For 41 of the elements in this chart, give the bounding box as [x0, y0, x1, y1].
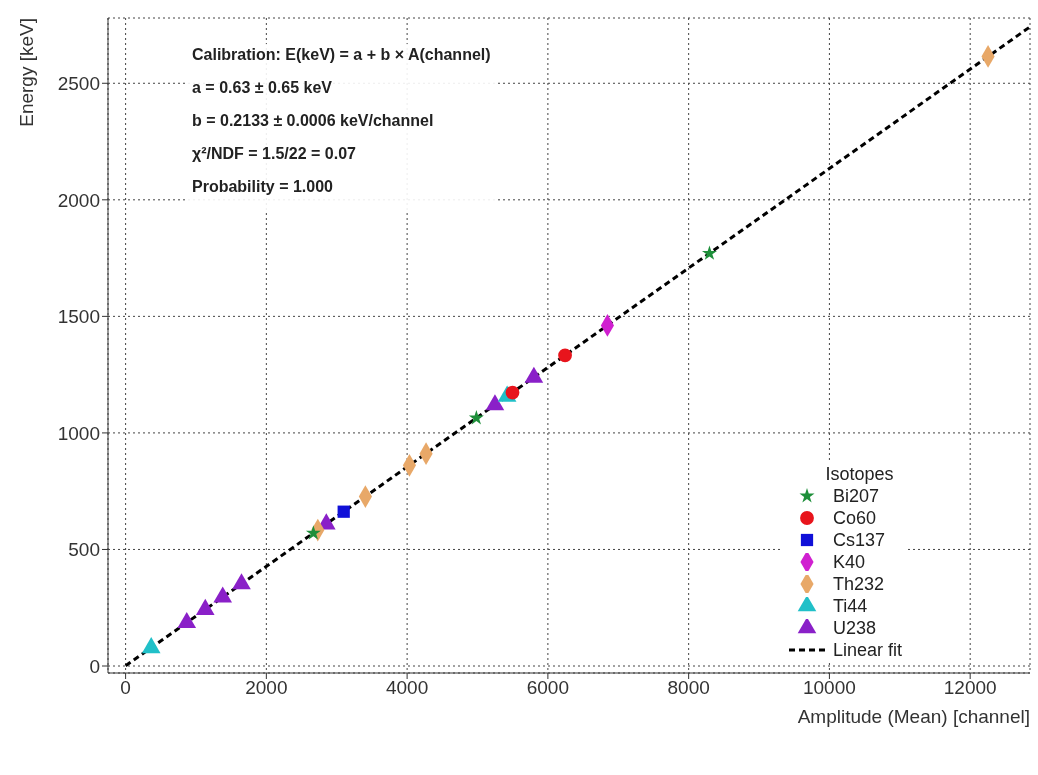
annotation: Calibration: E(keV) = a + b × A(channel)	[192, 46, 491, 65]
x-tick-label: 6000	[526, 677, 570, 699]
point	[195, 598, 215, 615]
x-tick-label: 0	[120, 677, 131, 699]
legend-label: K40	[832, 551, 865, 573]
legend-label: Ti44	[832, 595, 868, 617]
x-tick-label: 12000	[943, 677, 997, 699]
annotation: Probability = 1.000	[192, 178, 334, 197]
point	[305, 525, 321, 540]
x-axis-title: Amplitude (Mean) [channel]	[797, 706, 1030, 727]
point	[701, 245, 717, 260]
annotation: b = 0.2133 ± 0.0006 keV/channel	[192, 112, 435, 131]
y-tick-label: 1500	[57, 306, 100, 328]
legend-label: Bi207	[832, 485, 879, 507]
x-tick-label: 8000	[667, 677, 710, 699]
point	[505, 385, 520, 400]
point	[485, 394, 505, 411]
y-tick-label: 2500	[57, 73, 100, 95]
point	[337, 505, 350, 518]
y-tick-label: 1000	[57, 422, 100, 444]
y-axis-title: Energy [keV]	[16, 18, 37, 127]
point	[232, 573, 251, 590]
legend-title: Isotopes	[824, 464, 895, 485]
x-tick-label: 2000	[245, 677, 288, 699]
annotation: χ²/NDF = 1.5/22 = 0.07	[192, 145, 357, 164]
legend-label: Linear fit	[832, 639, 902, 661]
y-tick-label: 2000	[57, 189, 100, 211]
point	[213, 586, 233, 603]
x-tick-label: 4000	[385, 677, 429, 699]
point	[558, 348, 572, 363]
legend-label: U238	[832, 617, 876, 639]
legend-label: Cs137	[832, 529, 885, 551]
x-tick-label: 10000	[802, 677, 856, 699]
y-tick-label: 500	[68, 539, 100, 561]
y-tick-label: 0	[89, 655, 100, 677]
legend-label: Th232	[832, 573, 884, 595]
point	[177, 611, 197, 629]
legend-label: Co60	[832, 507, 876, 529]
point	[468, 410, 484, 425]
annotation: a = 0.63 ± 0.65 keV	[192, 79, 333, 98]
point	[141, 637, 161, 654]
